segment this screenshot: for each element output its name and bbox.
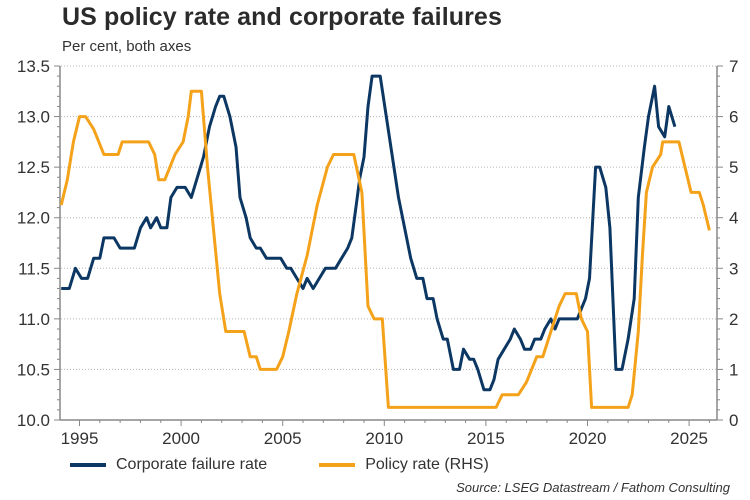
series-lines <box>59 74 711 409</box>
legend-label: Corporate failure rate <box>116 456 268 473</box>
x-tick-label: 2005 <box>264 429 302 448</box>
series-line-policy-rate-rhs <box>59 89 711 409</box>
chart-title: US policy rate and corporate failures <box>62 3 502 31</box>
y-right-tick-label: 6 <box>729 108 738 127</box>
legend-swatch-policy-rate <box>319 463 356 467</box>
x-tick-label: 2000 <box>162 429 200 448</box>
y-right-tick-label: 4 <box>729 209 738 228</box>
y-left-tick-label: 10.0 <box>17 411 50 430</box>
y-left-tick-label: 11.0 <box>18 310 50 329</box>
x-tick-label: 1995 <box>61 429 99 448</box>
x-axis-ticks: 1995 2000 2005 2010 2015 2020 2025 <box>61 420 710 448</box>
y-right-tick-label: 5 <box>729 158 738 177</box>
y-right-tick-label: 2 <box>729 310 738 329</box>
series-line-corporate-failure-rate <box>61 74 677 392</box>
source-note: Source: LSEG Datastream / Fathom Consult… <box>456 480 730 495</box>
x-tick-label: 2020 <box>569 429 607 448</box>
y-left-tick-label: 12.0 <box>17 209 50 228</box>
gridlines <box>61 65 717 370</box>
y-left-tick-label: 13.5 <box>17 57 50 76</box>
legend-item-corporate-failure-rate: Corporate failure rate <box>70 456 267 474</box>
y-left-tick-label: 10.5 <box>17 360 50 379</box>
y-axis-left-ticks: 10.0 10.5 11.0 11.5 12.0 12.5 13.0 13.5 <box>17 57 60 430</box>
legend-label: Policy rate (RHS) <box>365 456 489 473</box>
axes <box>59 66 718 421</box>
x-tick-label: 2025 <box>670 429 708 448</box>
y-left-tick-label: 13.0 <box>17 108 50 127</box>
x-tick-label: 2015 <box>467 429 505 448</box>
chart-subtitle: Per cent, both axes <box>62 38 192 55</box>
legend-item-policy-rate: Policy rate (RHS) <box>319 456 489 474</box>
y-left-tick-label: 12.5 <box>17 158 50 177</box>
legend-swatch-corporate-failure-rate <box>70 463 106 467</box>
legend: Corporate failure rate Policy rate (RHS) <box>70 456 541 474</box>
y-right-tick-label: 3 <box>729 259 738 278</box>
y-right-tick-label: 1 <box>729 360 738 379</box>
y-left-tick-label: 11.5 <box>18 259 50 278</box>
y-right-tick-label: 0 <box>729 411 738 430</box>
y-right-tick-label: 7 <box>729 57 738 76</box>
x-tick-label: 2010 <box>365 429 403 448</box>
y-axis-right-ticks: 0 1 2 3 4 5 6 7 <box>717 57 738 430</box>
